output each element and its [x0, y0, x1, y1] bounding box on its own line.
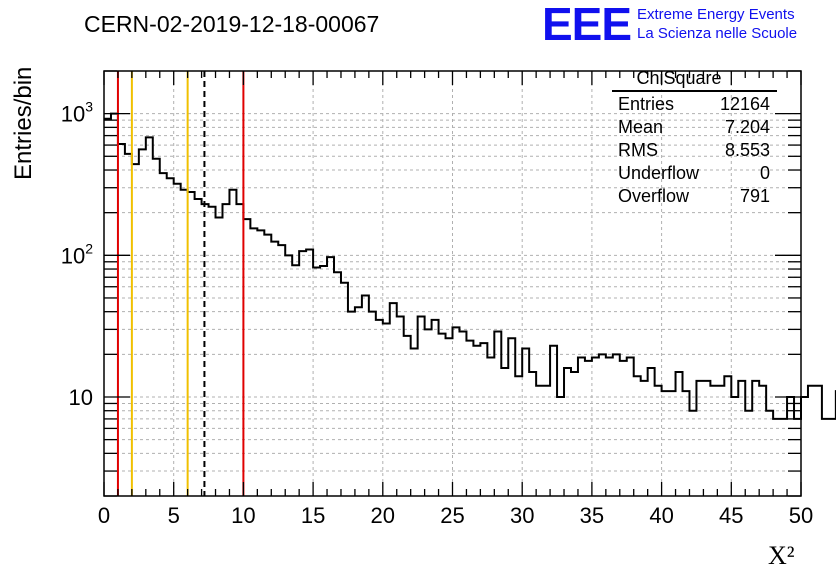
y-axis-label: Entries/bin	[10, 67, 37, 180]
x-tick-label: 25	[440, 503, 464, 528]
stats-value: 0	[760, 163, 770, 183]
stats-value: 12164	[720, 94, 770, 114]
x-tick-label: 20	[371, 503, 395, 528]
x-tick-label: 15	[301, 503, 325, 528]
stats-label: RMS	[618, 140, 658, 160]
stats-value: 7.204	[725, 117, 770, 137]
stats-box: ChiSquare Entries 12164 Mean 7.204 RMS 8…	[612, 68, 777, 206]
marker-lines	[116, 71, 245, 496]
x-tick-label: 35	[580, 503, 604, 528]
stats-value: 791	[740, 186, 770, 206]
stats-label: Underflow	[618, 163, 700, 183]
run-title: CERN-02-2019-12-18-00067	[84, 11, 379, 37]
grid	[104, 71, 801, 496]
x-tick-label: 10	[231, 503, 255, 528]
y-tick-label: 10	[69, 385, 93, 410]
stats-label: Entries	[618, 94, 674, 114]
x-tick-labels: 0 5 10 15 20 25 30 35 40 45 50	[98, 503, 813, 528]
x-tick-label: 45	[719, 503, 743, 528]
histogram-series	[104, 112, 836, 420]
logo-line2: La Scienza nelle Scuole	[637, 25, 797, 42]
y-tick-labels: 10 102 103	[61, 99, 93, 410]
stats-value: 8.553	[725, 140, 770, 160]
x-tick-label: 50	[789, 503, 813, 528]
x-tick-label: 0	[98, 503, 110, 528]
stats-label: Mean	[618, 117, 663, 137]
x-axis-label: X²	[768, 541, 795, 570]
axes	[103, 70, 802, 497]
y-tick-label: 102	[61, 240, 93, 268]
logo-line1: Extreme Energy Events	[637, 6, 795, 23]
stats-label: Overflow	[618, 186, 690, 206]
eee-logo: EEE Extreme Energy Events La Scienza nel…	[542, 0, 797, 50]
y-tick-label: 103	[61, 99, 93, 127]
logo-text: EEE	[542, 0, 631, 50]
x-tick-label: 40	[649, 503, 673, 528]
x-tick-label: 30	[510, 503, 534, 528]
x-tick-label: 5	[168, 503, 180, 528]
histogram-step-line	[104, 112, 836, 420]
stats-title: ChiSquare	[636, 68, 721, 88]
